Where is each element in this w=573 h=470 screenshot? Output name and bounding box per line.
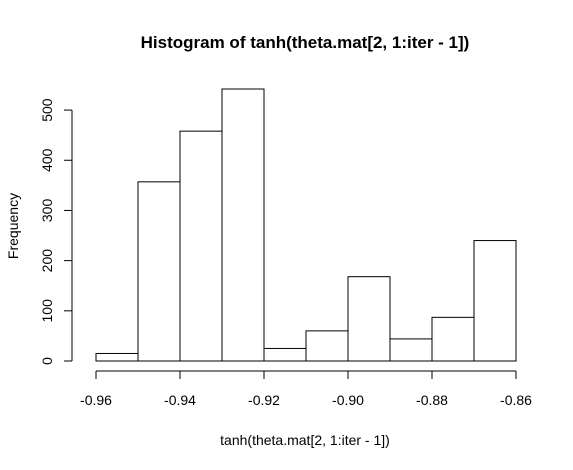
- x-axis-label: tanh(theta.mat[2, 1:iter - 1]): [220, 432, 390, 448]
- histogram-bar: [95, 352, 139, 362]
- chart-title: Histogram of tanh(theta.mat[2, 1:iter - …: [141, 33, 470, 52]
- x-tick-label: -0.90: [332, 392, 364, 408]
- y-tick-label: 500: [39, 98, 55, 122]
- y-axis-label: Frequency: [5, 193, 21, 259]
- histogram-bar: [137, 181, 181, 362]
- x-tick-label: -0.88: [416, 392, 448, 408]
- histogram-bar: [431, 316, 475, 362]
- x-axis: -0.96 -0.94 -0.92 -0.90 -0.88 -0.86: [80, 370, 532, 408]
- histogram-bar: [389, 338, 433, 362]
- y-tick-label: 400: [39, 148, 55, 172]
- y-tick-label: 0: [39, 357, 55, 365]
- histogram-bar: [179, 130, 223, 362]
- histogram-bar: [221, 88, 265, 362]
- x-tick-label: -0.86: [500, 392, 532, 408]
- y-axis: 0 100 200 300 400 500: [39, 98, 73, 365]
- histogram-bar: [263, 347, 307, 362]
- x-tick-label: -0.92: [248, 392, 280, 408]
- histogram-bar: [473, 240, 517, 362]
- y-tick-label: 200: [39, 249, 55, 273]
- histogram-bar: [347, 276, 391, 362]
- histogram-bar: [305, 330, 349, 362]
- bars-group: [95, 88, 517, 362]
- x-tick-label: -0.94: [164, 392, 196, 408]
- y-tick-label: 100: [39, 299, 55, 323]
- x-tick-label: -0.96: [80, 392, 112, 408]
- y-tick-label: 300: [39, 199, 55, 223]
